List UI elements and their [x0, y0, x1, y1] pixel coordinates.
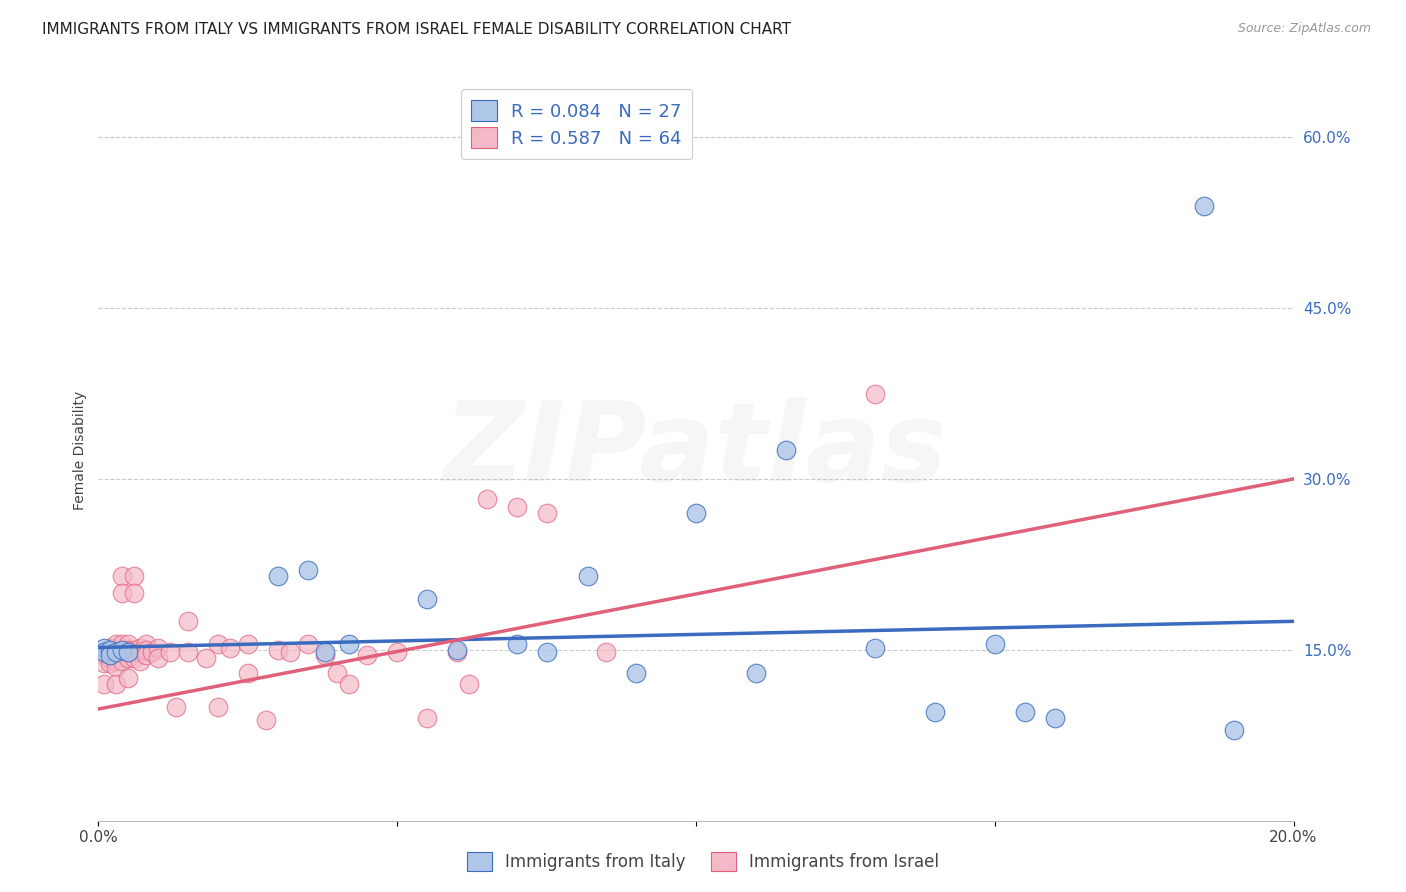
Point: [536, 645, 558, 659]
Point: [685, 506, 707, 520]
Point: [129, 640, 152, 655]
Point: [117, 645, 139, 659]
Point: [297, 637, 319, 651]
Point: [105, 637, 128, 651]
Point: [93, 677, 115, 691]
Point: [93, 648, 115, 663]
Point: [135, 648, 157, 663]
Point: [177, 615, 200, 629]
Point: [865, 386, 887, 401]
Point: [93, 645, 115, 659]
Point: [165, 699, 187, 714]
Text: IMMIGRANTS FROM ITALY VS IMMIGRANTS FROM ISRAEL FEMALE DISABILITY CORRELATION CH: IMMIGRANTS FROM ITALY VS IMMIGRANTS FROM…: [42, 22, 792, 37]
Text: ZIPatlas: ZIPatlas: [444, 397, 948, 504]
Y-axis label: Female Disability: Female Disability: [73, 391, 87, 510]
Point: [111, 645, 134, 659]
Point: [416, 591, 439, 606]
Point: [1014, 706, 1036, 720]
Point: [446, 645, 468, 659]
Point: [93, 657, 115, 671]
Point: [385, 645, 409, 659]
Point: [775, 443, 797, 458]
Point: [93, 640, 115, 655]
Point: [124, 568, 146, 582]
Point: [356, 648, 378, 663]
Point: [236, 665, 259, 680]
Point: [446, 642, 468, 657]
Point: [506, 500, 529, 515]
Point: [124, 586, 146, 600]
Point: [111, 642, 134, 657]
Point: [98, 657, 122, 671]
Point: [1043, 711, 1066, 725]
Point: [141, 645, 163, 659]
Point: [98, 648, 122, 663]
Point: [416, 711, 439, 725]
Point: [315, 648, 337, 663]
Point: [117, 642, 139, 657]
Point: [1192, 198, 1215, 212]
Point: [315, 645, 337, 659]
Point: [135, 642, 157, 657]
Point: [339, 637, 361, 651]
Point: [219, 640, 242, 655]
Point: [236, 637, 259, 651]
Point: [458, 677, 481, 691]
Point: [326, 665, 349, 680]
Point: [105, 677, 128, 691]
Point: [93, 645, 115, 659]
Point: [105, 660, 128, 674]
Point: [111, 637, 134, 651]
Point: [984, 637, 1007, 651]
Point: [117, 650, 139, 665]
Point: [105, 654, 128, 668]
Point: [475, 492, 498, 507]
Point: [105, 645, 128, 659]
Point: [129, 645, 152, 659]
Point: [117, 637, 139, 651]
Point: [98, 642, 122, 657]
Point: [267, 642, 290, 657]
Point: [105, 648, 128, 663]
Point: [111, 568, 134, 582]
Point: [177, 645, 200, 659]
Point: [135, 637, 157, 651]
Point: [924, 706, 946, 720]
Point: [626, 665, 648, 680]
Point: [339, 677, 361, 691]
Point: [207, 637, 229, 651]
Point: [578, 568, 600, 582]
Point: [254, 714, 277, 728]
Point: [98, 650, 122, 665]
Point: [745, 665, 768, 680]
Point: [148, 640, 170, 655]
Point: [111, 586, 134, 600]
Point: [117, 671, 139, 685]
Point: [1223, 723, 1246, 737]
Legend: Immigrants from Italy, Immigrants from Israel: Immigrants from Italy, Immigrants from I…: [458, 843, 948, 880]
Point: [506, 637, 529, 651]
Point: [124, 650, 146, 665]
Point: [297, 563, 319, 577]
Point: [278, 645, 301, 659]
Point: [148, 650, 170, 665]
Point: [195, 650, 218, 665]
Point: [105, 642, 128, 657]
Point: [117, 645, 139, 659]
Point: [536, 506, 558, 520]
Point: [111, 654, 134, 668]
Point: [129, 654, 152, 668]
Legend: R = 0.084   N = 27, R = 0.587   N = 64: R = 0.084 N = 27, R = 0.587 N = 64: [461, 89, 692, 159]
Point: [865, 640, 887, 655]
Point: [267, 568, 290, 582]
Point: [98, 645, 122, 659]
Text: Source: ZipAtlas.com: Source: ZipAtlas.com: [1237, 22, 1371, 36]
Point: [159, 645, 181, 659]
Point: [98, 640, 122, 655]
Point: [124, 642, 146, 657]
Point: [207, 699, 229, 714]
Point: [595, 645, 617, 659]
